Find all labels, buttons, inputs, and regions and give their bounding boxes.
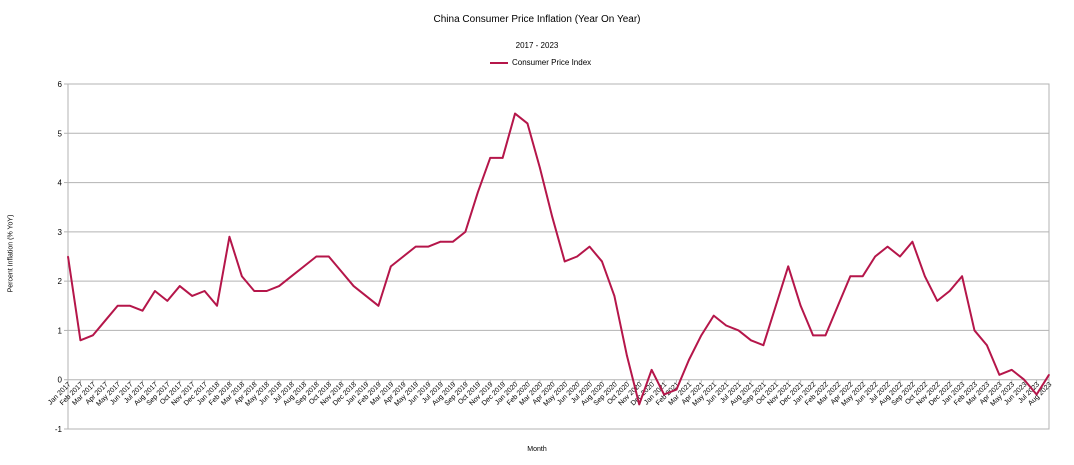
- data-point: [414, 245, 417, 248]
- legend-swatch: [490, 61, 508, 64]
- data-point: [390, 265, 392, 268]
- data-point: [663, 393, 665, 396]
- chart-subtitle: 2017 - 2023: [515, 41, 559, 50]
- data-point: [290, 275, 293, 278]
- data-point: [650, 369, 653, 371]
- data-point: [551, 216, 554, 218]
- data-point: [737, 329, 740, 332]
- y-tick-label: 2: [58, 277, 63, 286]
- data-point: [899, 255, 901, 258]
- data-point: [265, 290, 268, 292]
- data-point: [625, 354, 628, 356]
- data-point: [973, 329, 976, 332]
- data-point: [725, 324, 727, 327]
- y-tick-label: 5: [58, 129, 63, 138]
- data-point: [775, 304, 777, 307]
- data-point: [924, 275, 926, 278]
- data-point: [762, 344, 765, 347]
- data-point: [178, 285, 181, 287]
- data-point: [129, 304, 131, 307]
- data-point: [861, 275, 864, 278]
- data-point: [986, 344, 988, 347]
- data-point: [849, 275, 852, 278]
- data-point: [489, 157, 492, 159]
- data-point: [501, 157, 504, 159]
- y-tick-label: 6: [58, 80, 63, 89]
- data-point: [166, 300, 169, 302]
- data-point: [1010, 369, 1013, 371]
- data-point: [601, 260, 603, 263]
- data-point: [799, 304, 802, 307]
- data-point: [576, 255, 578, 258]
- data-point: [1023, 378, 1025, 381]
- data-point: [191, 295, 193, 297]
- y-tick-label: 3: [58, 228, 63, 237]
- data-point: [377, 304, 380, 307]
- y-tick-label: 1: [58, 326, 63, 335]
- data-point: [961, 275, 963, 278]
- data-point: [241, 275, 243, 278]
- data-point: [812, 334, 814, 337]
- data-point: [67, 255, 69, 258]
- data-point: [1035, 393, 1038, 396]
- legend: Consumer Price Index: [490, 58, 591, 67]
- data-point: [675, 388, 678, 391]
- data-point: [365, 295, 367, 297]
- data-point: [154, 290, 156, 292]
- data-point: [998, 373, 1001, 376]
- data-point: [116, 304, 119, 307]
- legend-label: Consumer Price Index: [512, 58, 592, 67]
- data-point: [104, 319, 107, 322]
- data-point: [141, 309, 144, 312]
- series-line-consumer-price-index: [67, 112, 1050, 406]
- data-point: [79, 339, 82, 342]
- data-point: [948, 290, 951, 292]
- data-point: [253, 290, 256, 292]
- plot-area: [67, 83, 1050, 430]
- chart-title: China Consumer Price Inflation (Year On …: [433, 14, 641, 25]
- data-point: [750, 339, 752, 342]
- data-point: [688, 359, 690, 361]
- data-point: [588, 245, 591, 248]
- data-point: [216, 304, 218, 307]
- data-point: [824, 334, 827, 337]
- data-point: [464, 231, 467, 233]
- data-point: [712, 314, 715, 317]
- data-point: [514, 112, 516, 115]
- data-point: [526, 122, 529, 125]
- data-point: [327, 255, 330, 258]
- data-point: [700, 334, 703, 337]
- data-point: [787, 265, 790, 268]
- data-point: [439, 240, 442, 243]
- data-point: [340, 270, 342, 273]
- data-point: [911, 240, 914, 243]
- data-point: [936, 300, 939, 302]
- data-point: [613, 295, 616, 297]
- data-point: [1048, 373, 1050, 376]
- x-axis-label: Month: [527, 446, 547, 453]
- data-point: [203, 290, 206, 292]
- data-point: [303, 265, 305, 268]
- data-point: [315, 255, 318, 258]
- y-tick-label: -1: [55, 425, 63, 434]
- y-tick-label: 4: [58, 179, 63, 188]
- data-point: [539, 166, 541, 169]
- data-point: [352, 285, 355, 287]
- data-point: [874, 255, 876, 258]
- data-point: [886, 245, 889, 248]
- data-point: [228, 235, 231, 238]
- data-point: [563, 260, 566, 263]
- data-point: [278, 285, 280, 287]
- data-point: [476, 191, 479, 194]
- y-tick-label: 0: [58, 376, 63, 385]
- data-point: [427, 245, 429, 248]
- data-point: [837, 304, 839, 307]
- data-point: [638, 403, 641, 406]
- data-point: [402, 255, 405, 258]
- data-point: [92, 334, 94, 337]
- data-point: [452, 240, 454, 243]
